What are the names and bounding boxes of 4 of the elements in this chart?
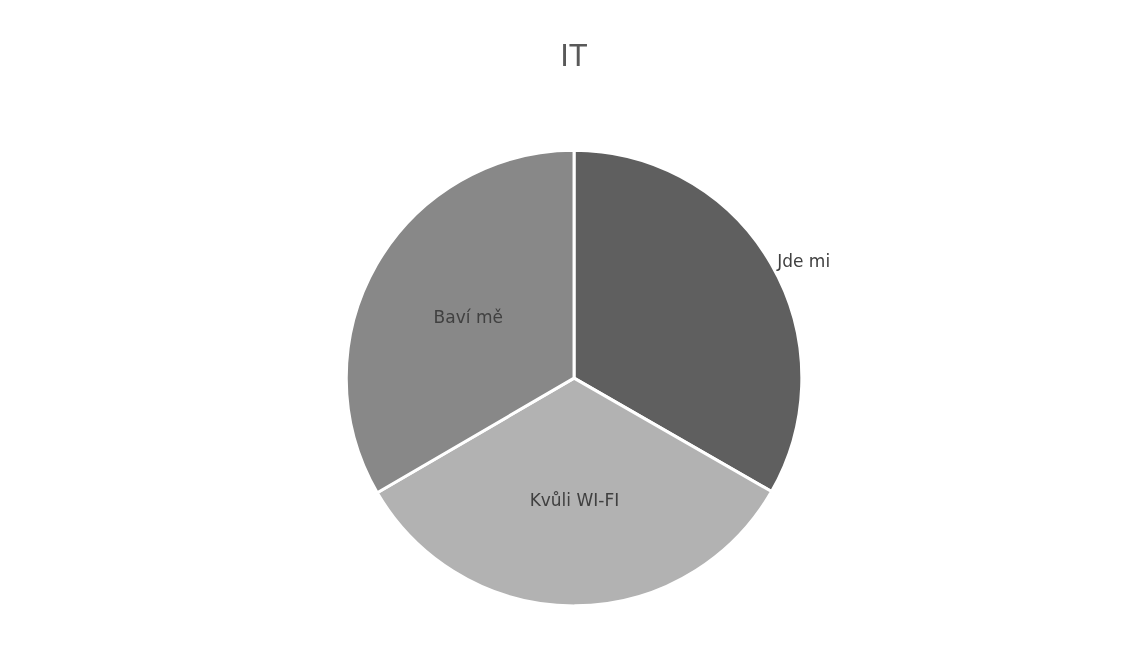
slice-label: Baví mě — [433, 307, 503, 328]
chart-title: IT — [560, 37, 588, 73]
slice-label: Kvůli WI-FI — [529, 490, 620, 511]
slice-label: Jde mi — [776, 251, 831, 272]
